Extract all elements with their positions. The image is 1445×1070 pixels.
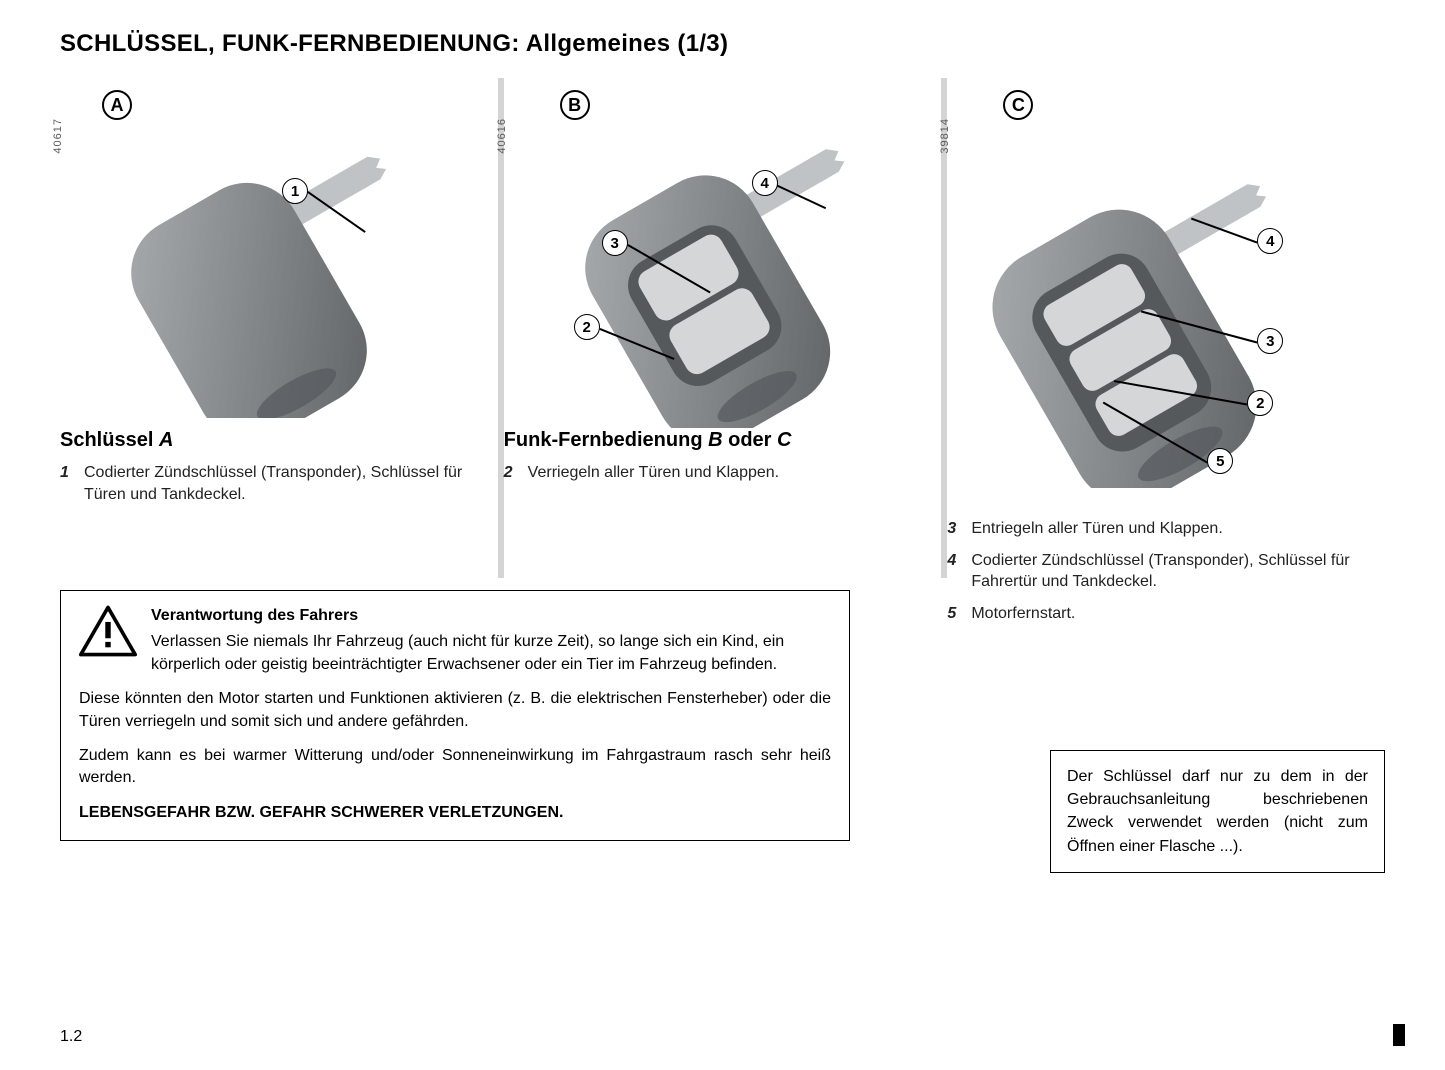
callout-badge-2: 2 xyxy=(574,314,600,340)
subhead-b-text2: oder xyxy=(723,429,777,451)
subhead-a-text: Schlüssel xyxy=(60,429,159,451)
column-c: 39814 C xyxy=(947,78,1385,588)
item-text: Verriegeln aller Türen und Klappen. xyxy=(528,462,779,484)
callout-badge-1: 1 xyxy=(282,178,308,204)
item-num: 2 xyxy=(504,462,518,484)
item-num: 5 xyxy=(947,603,961,625)
page-title: SCHLÜSSEL, FUNK-FERNBEDIENUNG: Allgemein… xyxy=(60,30,1385,58)
item-num: 3 xyxy=(947,518,961,540)
figure-a: 40617 A 1 xyxy=(60,78,484,423)
column-b: 40616 B xyxy=(504,78,942,588)
desc-list-c: 3 Entriegeln aller Türen und Klappen. 4 … xyxy=(947,518,1371,624)
columns-wrapper: 40617 A 1 xyxy=(60,78,1385,588)
page-number: 1.2 xyxy=(60,1028,82,1046)
corner-mark xyxy=(1393,1024,1405,1046)
warning-box: Verantwortung des Fahrers Verlassen Sie … xyxy=(60,590,850,841)
figure-b: 40616 B xyxy=(504,78,928,423)
warning-p2: Diese könnten den Motor starten und Funk… xyxy=(79,688,831,733)
note-text: Der Schlüssel darf nur zu dem in der Geb… xyxy=(1067,768,1368,855)
warning-top: Verantwortung des Fahrers Verlassen Sie … xyxy=(79,605,831,676)
subhead-a: Schlüssel A xyxy=(60,429,484,452)
warning-icon xyxy=(79,605,137,657)
list-item: 1 Codierter Zündschlüssel (Transponder),… xyxy=(60,462,484,505)
list-item: 5 Motorfernstart. xyxy=(947,603,1371,625)
warning-p3: Zudem kann es bei warmer Witterung und/o… xyxy=(79,745,831,790)
subhead-b-ital1: B xyxy=(708,429,722,451)
desc-list-a: 1 Codierter Zündschlüssel (Transponder),… xyxy=(60,462,484,505)
warning-p1: Verlassen Sie niemals Ihr Fahrzeug (auch… xyxy=(151,631,831,676)
callout-badge-3: 3 xyxy=(602,230,628,256)
callout-badge-4: 4 xyxy=(752,170,778,196)
subhead-b-ital2: C xyxy=(777,429,791,451)
subhead-b-text1: Funk-Fernbedienung xyxy=(504,429,708,451)
list-item: 4 Codierter Zündschlüssel (Transponder),… xyxy=(947,550,1371,593)
column-a: 40617 A 1 xyxy=(60,78,498,588)
manual-page: SCHLÜSSEL, FUNK-FERNBEDIENUNG: Allgemein… xyxy=(0,0,1445,1070)
item-text: Motorfernstart. xyxy=(971,603,1075,625)
warning-intro: Verantwortung des Fahrers Verlassen Sie … xyxy=(151,605,831,676)
key-b-illustration xyxy=(504,78,884,428)
subhead-a-ital: A xyxy=(159,429,173,451)
figure-c: 39814 C xyxy=(947,78,1371,488)
list-item: 2 Verriegeln aller Türen und Klappen. xyxy=(504,462,928,484)
key-a-illustration xyxy=(60,78,420,418)
item-num: 4 xyxy=(947,550,961,593)
item-num: 1 xyxy=(60,462,74,505)
desc-list-b: 2 Verriegeln aller Türen und Klappen. xyxy=(504,462,928,484)
subhead-b: Funk-Fernbedienung B oder C xyxy=(504,429,928,452)
warning-title: Verantwortung des Fahrers xyxy=(151,605,831,627)
item-text: Entriegeln aller Türen und Klappen. xyxy=(971,518,1222,540)
list-item: 3 Entriegeln aller Türen und Klappen. xyxy=(947,518,1371,540)
note-box: Der Schlüssel darf nur zu dem in der Geb… xyxy=(1050,750,1385,873)
item-text: Codierter Zündschlüssel (Transponder), S… xyxy=(971,550,1371,593)
warning-danger: LEBENSGEFAHR BZW. GEFAHR SCHWERER VERLET… xyxy=(79,802,831,824)
item-text: Codierter Zündschlüssel (Transponder), S… xyxy=(84,462,484,505)
key-c-illustration xyxy=(947,78,1327,488)
